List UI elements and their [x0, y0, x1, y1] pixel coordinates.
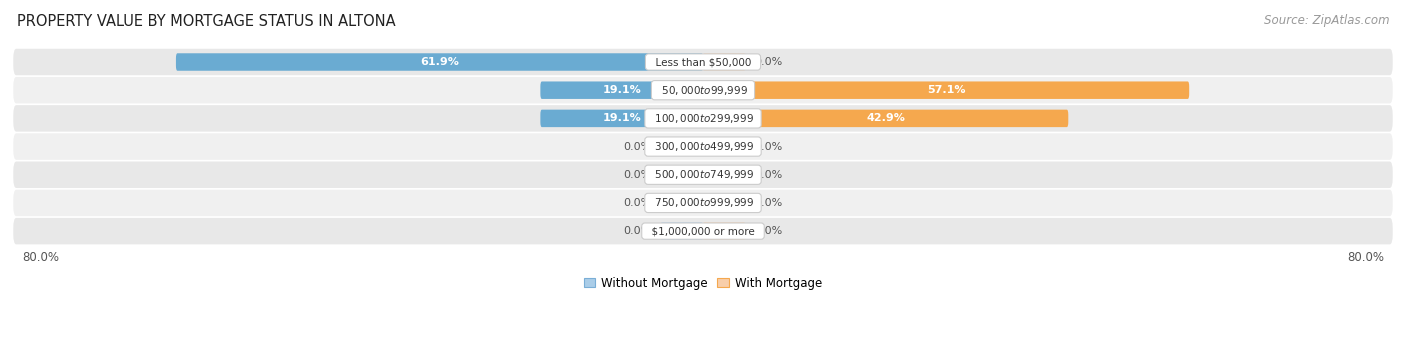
Text: PROPERTY VALUE BY MORTGAGE STATUS IN ALTONA: PROPERTY VALUE BY MORTGAGE STATUS IN ALT…: [17, 14, 395, 29]
Text: $100,000 to $299,999: $100,000 to $299,999: [648, 112, 758, 125]
Text: $500,000 to $749,999: $500,000 to $749,999: [648, 168, 758, 181]
Text: $50,000 to $99,999: $50,000 to $99,999: [655, 84, 751, 97]
FancyBboxPatch shape: [540, 110, 703, 127]
Text: $1,000,000 or more: $1,000,000 or more: [645, 226, 761, 236]
Text: 0.0%: 0.0%: [624, 142, 652, 151]
FancyBboxPatch shape: [661, 138, 703, 155]
FancyBboxPatch shape: [703, 138, 745, 155]
Text: $750,000 to $999,999: $750,000 to $999,999: [648, 196, 758, 209]
FancyBboxPatch shape: [540, 81, 703, 99]
Text: 80.0%: 80.0%: [22, 251, 59, 264]
Legend: Without Mortgage, With Mortgage: Without Mortgage, With Mortgage: [579, 272, 827, 294]
FancyBboxPatch shape: [703, 81, 1189, 99]
FancyBboxPatch shape: [13, 49, 1393, 75]
FancyBboxPatch shape: [703, 166, 745, 183]
FancyBboxPatch shape: [13, 190, 1393, 216]
FancyBboxPatch shape: [703, 222, 745, 240]
FancyBboxPatch shape: [703, 110, 1069, 127]
Text: 19.1%: 19.1%: [602, 85, 641, 95]
Text: Less than $50,000: Less than $50,000: [648, 57, 758, 67]
Text: 0.0%: 0.0%: [624, 198, 652, 208]
FancyBboxPatch shape: [661, 194, 703, 212]
Text: 0.0%: 0.0%: [754, 226, 782, 236]
Text: 57.1%: 57.1%: [927, 85, 966, 95]
FancyBboxPatch shape: [13, 105, 1393, 132]
Text: 0.0%: 0.0%: [754, 142, 782, 151]
Text: 0.0%: 0.0%: [624, 170, 652, 180]
Text: Source: ZipAtlas.com: Source: ZipAtlas.com: [1264, 14, 1389, 27]
Text: 19.1%: 19.1%: [602, 114, 641, 123]
Text: 61.9%: 61.9%: [420, 57, 458, 67]
Text: 0.0%: 0.0%: [754, 170, 782, 180]
FancyBboxPatch shape: [13, 218, 1393, 244]
Text: 80.0%: 80.0%: [1347, 251, 1384, 264]
FancyBboxPatch shape: [13, 133, 1393, 160]
FancyBboxPatch shape: [176, 53, 703, 71]
Text: 0.0%: 0.0%: [624, 226, 652, 236]
FancyBboxPatch shape: [13, 77, 1393, 103]
Text: 42.9%: 42.9%: [866, 114, 905, 123]
FancyBboxPatch shape: [703, 194, 745, 212]
FancyBboxPatch shape: [703, 53, 745, 71]
Text: 0.0%: 0.0%: [754, 57, 782, 67]
FancyBboxPatch shape: [13, 162, 1393, 188]
FancyBboxPatch shape: [661, 222, 703, 240]
Text: $300,000 to $499,999: $300,000 to $499,999: [648, 140, 758, 153]
Text: 0.0%: 0.0%: [754, 198, 782, 208]
FancyBboxPatch shape: [661, 166, 703, 183]
